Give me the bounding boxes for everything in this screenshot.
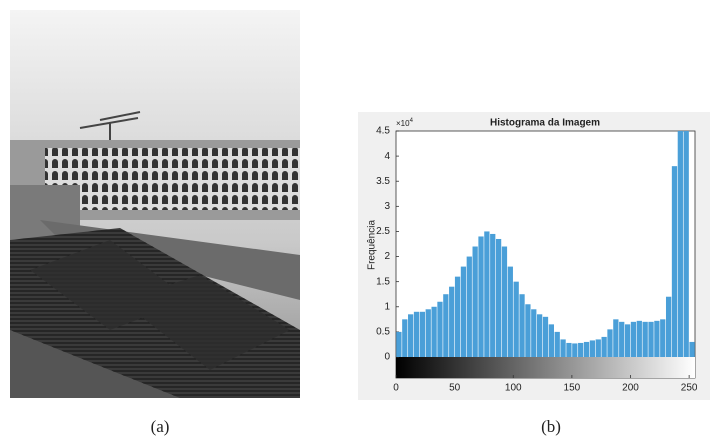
caption: (a)	[151, 417, 170, 436]
bar	[601, 336, 607, 357]
y-multiplier-exp: 4	[410, 118, 414, 124]
y-tick-label: 4	[384, 151, 390, 162]
bar	[490, 233, 496, 357]
bar	[636, 320, 642, 357]
bar	[460, 266, 467, 357]
bar	[578, 342, 584, 357]
x-tick-label: 0	[393, 383, 399, 394]
bar	[437, 301, 443, 357]
bar	[624, 324, 631, 357]
bar	[466, 256, 472, 357]
x-tick-label: 50	[449, 383, 461, 394]
bar	[513, 281, 519, 357]
bar	[607, 329, 613, 357]
x-tick-label: 200	[622, 383, 639, 394]
bar	[554, 331, 560, 357]
bar	[472, 246, 478, 357]
bar	[443, 294, 449, 357]
bar	[630, 321, 637, 357]
bar	[396, 331, 402, 357]
bar	[425, 309, 431, 357]
bar	[519, 294, 525, 357]
bar	[431, 306, 437, 357]
bar	[648, 321, 654, 357]
bar	[402, 319, 408, 357]
y-tick-label: 2	[384, 251, 390, 262]
bar	[484, 231, 490, 357]
bar	[642, 321, 648, 357]
bar	[689, 341, 695, 357]
bar	[531, 309, 537, 357]
caption: (b)	[541, 417, 561, 436]
y-tick-label: 0	[384, 352, 390, 363]
y-tick-label: 1.5	[376, 276, 390, 287]
photo	[10, 10, 300, 398]
y-multiplier: ×104	[396, 118, 414, 129]
y-multiplier-base: ×10	[396, 119, 410, 128]
bar	[495, 238, 502, 357]
bar	[560, 339, 566, 357]
y-axis-label: Frequência	[367, 220, 378, 270]
bar	[671, 166, 678, 357]
bar	[507, 266, 513, 357]
bar	[413, 311, 420, 357]
bar	[537, 314, 543, 357]
y-tick-label: 4.5	[376, 126, 390, 137]
bar	[449, 286, 455, 357]
bar	[566, 342, 572, 357]
colorbar	[396, 357, 695, 378]
y-tick-label: 0.5	[376, 327, 390, 338]
bar	[548, 324, 554, 357]
bar	[619, 321, 625, 357]
bar	[677, 131, 683, 357]
bar	[525, 304, 531, 357]
bar	[595, 339, 601, 357]
x-tick-label: 150	[564, 383, 581, 394]
bar	[542, 316, 549, 357]
bar	[583, 341, 590, 357]
bar	[572, 343, 578, 357]
bar	[654, 320, 660, 357]
bar	[660, 319, 666, 357]
bar	[683, 131, 689, 357]
bar	[454, 276, 461, 357]
bar	[613, 319, 619, 357]
y-tick-label: 1	[384, 301, 390, 312]
bar	[501, 246, 508, 357]
x-tick-label: 250	[681, 383, 698, 394]
y-tick-label: 2.5	[376, 226, 390, 237]
y-tick-label: 3	[384, 201, 390, 212]
bar	[419, 311, 426, 357]
y-tick-label: 3.5	[376, 176, 390, 187]
bar	[408, 314, 414, 357]
chart-title: Histograma da Imagem	[490, 118, 600, 129]
bar	[478, 236, 484, 357]
bar	[665, 296, 672, 357]
x-tick-label: 100	[505, 383, 522, 394]
bar	[589, 340, 596, 357]
